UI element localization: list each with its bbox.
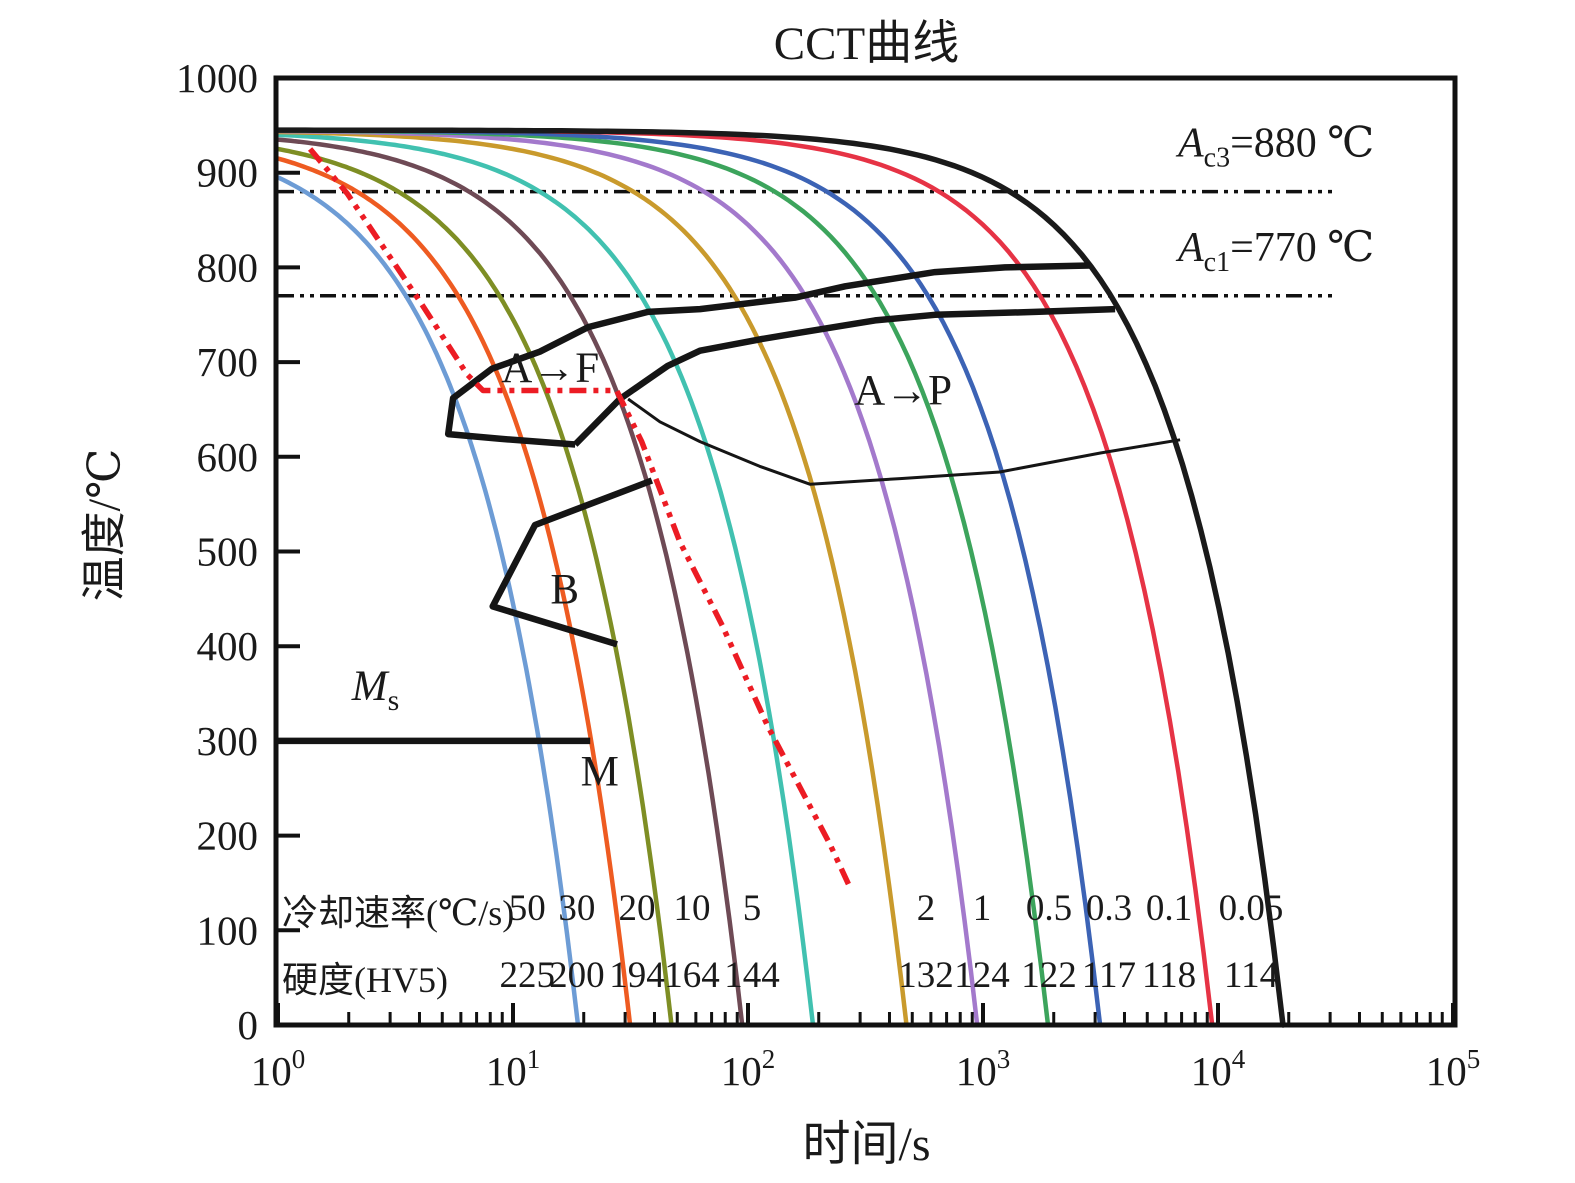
cooling-curve-2 [276, 129, 909, 1028]
region-label-b: B [550, 566, 579, 613]
y-tick-label-1000: 1000 [176, 55, 258, 101]
y-tick-label-800: 800 [197, 244, 259, 290]
rate-value-5: 5 [743, 888, 762, 929]
rate-value-0.3: 0.3 [1086, 888, 1132, 929]
rate-value-0.5: 0.5 [1026, 888, 1072, 929]
rate-value-10: 10 [674, 888, 711, 929]
bainite-boundary [489, 477, 654, 648]
hardness-value-0.3: 117 [1082, 955, 1136, 996]
x-axis-title: 时间/s [802, 1118, 931, 1171]
x-tick-label-1e1: 101 [486, 1044, 541, 1094]
y-tick-label-400: 400 [197, 623, 259, 669]
hardness-value-20: 194 [609, 955, 665, 996]
rate-value-1: 1 [973, 888, 992, 929]
cooling-curve-5 [276, 132, 816, 1028]
region-label-m: M [581, 748, 619, 795]
x-tick-label-1e3: 103 [956, 1044, 1011, 1094]
y-tick-label-100: 100 [197, 907, 259, 953]
rate-value-2: 2 [917, 888, 936, 929]
critical-cooling-curve [307, 147, 853, 889]
rate-value-0.1: 0.1 [1146, 888, 1192, 929]
rate-value-50: 50 [509, 888, 546, 929]
cooling-curve-10 [276, 137, 745, 1028]
x-tick-label-1e4: 104 [1191, 1044, 1246, 1094]
reference-label-Ac1: Ac1=770 ℃ [1175, 225, 1374, 278]
x-tick-label-1e2: 102 [721, 1044, 776, 1094]
hardness-value-0.1: 118 [1142, 955, 1196, 996]
y-tick-label-900: 900 [197, 150, 259, 196]
y-axis-title: 温度/℃ [79, 448, 130, 602]
rate-value-20: 20 [618, 888, 655, 929]
y-tick-label-0: 0 [238, 1002, 259, 1048]
rate-value-0.05: 0.05 [1219, 888, 1284, 929]
hardness-value-1: 124 [954, 955, 1010, 996]
cooling-rate-row-label: 冷却速率(℃/s) [282, 893, 515, 933]
y-tick-label-700: 700 [197, 339, 259, 385]
chart-title: CCT曲线 [773, 18, 960, 70]
hardness-row-label: 硬度(HV5) [282, 960, 448, 1000]
hardness-value-30: 200 [549, 955, 605, 996]
region-label-ms: Ms [351, 663, 400, 717]
pearlite-finish [627, 397, 1181, 486]
x-tick-label-1e5: 105 [1426, 1044, 1481, 1094]
rate-value-30: 30 [558, 888, 595, 929]
pearlite-start [572, 305, 1116, 447]
cooling-curve-0.05 [276, 127, 1286, 1028]
region-label-a→p: A→P [854, 368, 952, 415]
reference-label-Ac3: Ac3=880 ℃ [1175, 121, 1374, 174]
cooling-curve-20 [276, 146, 674, 1028]
hardness-value-0.5: 122 [1021, 955, 1077, 996]
y-tick-label-600: 600 [197, 434, 259, 480]
hardness-value-0.05: 114 [1224, 955, 1278, 996]
cooling-curve-50 [276, 175, 581, 1028]
x-tick-label-1e0: 100 [251, 1044, 306, 1094]
y-tick-label-300: 300 [197, 718, 259, 764]
ferrite-start [444, 262, 1090, 448]
hardness-value-2: 132 [898, 955, 954, 996]
plot-frame [273, 75, 1458, 1028]
hardness-value-5: 144 [724, 955, 780, 996]
y-tick-label-500: 500 [197, 529, 259, 575]
y-tick-label-200: 200 [197, 813, 259, 859]
hardness-value-10: 164 [664, 955, 720, 996]
hardness-value-50: 225 [500, 955, 556, 996]
region-label-a→f: A→F [501, 345, 599, 392]
